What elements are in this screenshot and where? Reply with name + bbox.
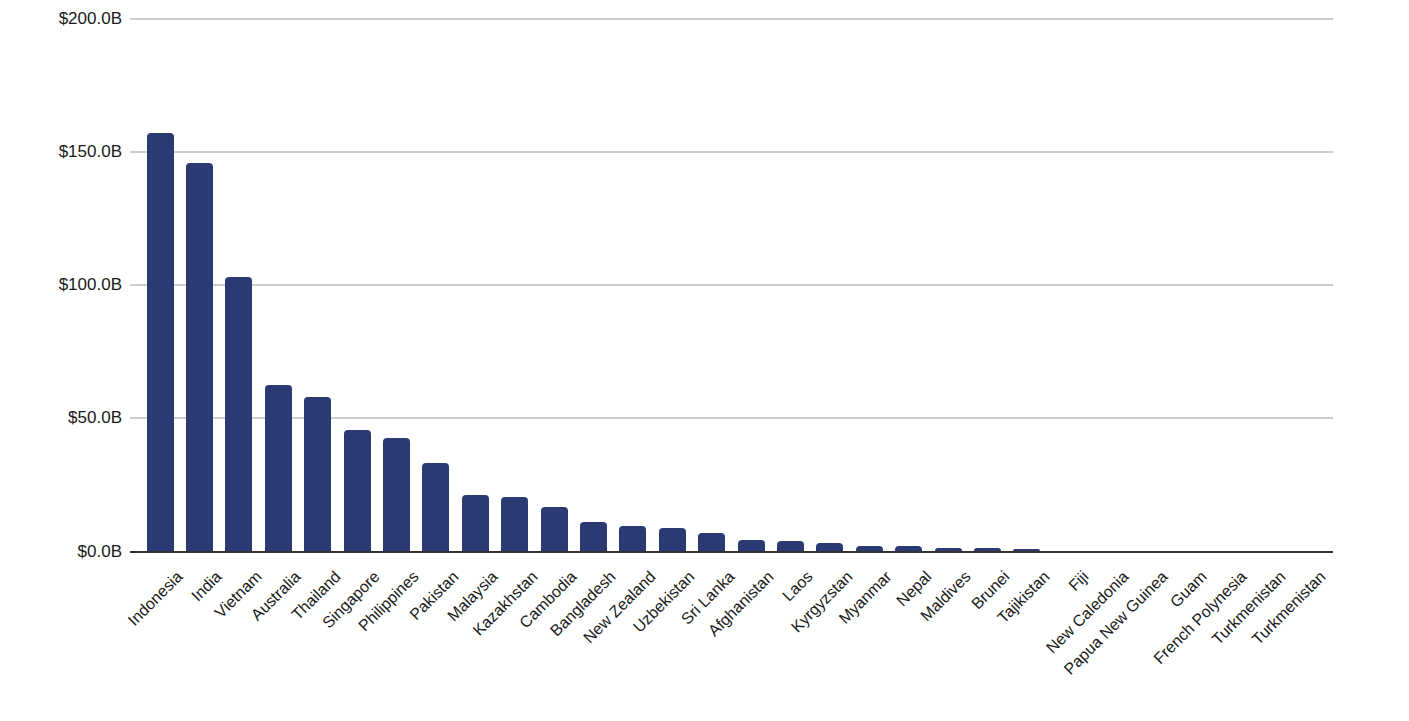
bar-new-zealand-12[interactable]: [619, 526, 646, 552]
y-axis-tick-label: $50.0B: [10, 408, 122, 428]
y-axis-tick-label: $200.0B: [10, 9, 122, 29]
y-axis-tick-label: $100.0B: [10, 275, 122, 295]
plot-area: $0.0B$50.0B$100.0B$150.0B$200.0BIndonesi…: [0, 0, 1409, 721]
bar-cambodia-10[interactable]: [541, 507, 568, 551]
y-axis-tick-label: $0.0B: [10, 542, 122, 562]
bar-thailand-4[interactable]: [304, 397, 331, 551]
x-axis-baseline: [130, 551, 1333, 553]
gridline: [130, 18, 1333, 20]
bar-malaysia-8[interactable]: [462, 495, 489, 552]
bar-singapore-5[interactable]: [344, 430, 371, 551]
bar-bangladesh-11[interactable]: [580, 522, 607, 551]
bar-chart: $0.0B$50.0B$100.0B$150.0B$200.0BIndonesi…: [0, 0, 1409, 721]
bar-sri-lanka-14[interactable]: [698, 533, 725, 552]
bar-indonesia-0[interactable]: [147, 133, 174, 552]
bar-laos-16[interactable]: [777, 541, 804, 552]
bar-kazakhstan-9[interactable]: [501, 497, 528, 552]
bar-vietnam-2[interactable]: [225, 277, 252, 551]
bar-india-1[interactable]: [186, 163, 213, 552]
bar-philippines-6[interactable]: [383, 438, 410, 552]
bar-australia-3[interactable]: [265, 385, 292, 551]
gridline: [130, 284, 1333, 286]
bar-uzbekistan-13[interactable]: [659, 528, 686, 551]
y-axis-tick-label: $150.0B: [10, 142, 122, 162]
bar-afghanistan-15[interactable]: [738, 540, 765, 552]
gridline: [130, 151, 1333, 153]
bar-pakistan-7[interactable]: [422, 463, 449, 551]
